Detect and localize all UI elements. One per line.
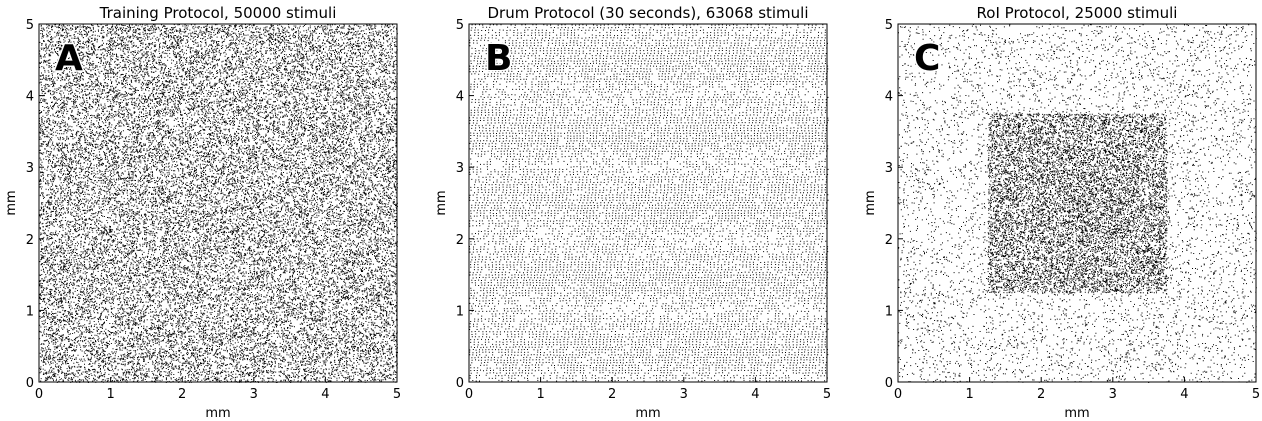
panel-letter: B <box>485 38 512 79</box>
panel-c: 0 1 2 3 4 5 0 1 2 3 4 5 RoI Protocol, 25000 stimuli m… <box>863 4 1260 421</box>
x-tick-label: 2 <box>608 387 616 402</box>
x-tick-label: 4 <box>1180 387 1188 402</box>
y-axis-label: mm <box>434 190 449 215</box>
axes-frame <box>38 23 398 383</box>
x-tick-label: 0 <box>35 387 43 402</box>
y-tick-label: 2 <box>456 233 464 248</box>
y-tick-label: 0 <box>456 376 464 391</box>
x-tick-label: 0 <box>465 387 473 402</box>
y-tick-label: 1 <box>885 304 893 319</box>
y-tick-label: 5 <box>26 18 34 33</box>
y-tick-label: 5 <box>885 18 893 33</box>
x-tick-label: 1 <box>965 387 973 402</box>
x-tick-label: 3 <box>1109 387 1117 402</box>
y-tick-label: 0 <box>26 376 34 391</box>
x-tick-label: 3 <box>680 387 688 402</box>
y-tick-label: 5 <box>456 18 464 33</box>
chart-title: RoI Protocol, 25000 stimuli <box>977 4 1178 22</box>
x-tick-label: 2 <box>178 387 186 402</box>
panel-b: 0 1 2 3 4 5 0 1 2 3 4 5 Drum Protocol (30 seconds), … <box>434 4 831 421</box>
stimulus-points <box>39 24 398 383</box>
x-tick-label: 4 <box>321 387 329 402</box>
x-tick-label: 3 <box>250 387 258 402</box>
y-tick-label: 4 <box>885 90 893 105</box>
panel-a: 0 1 2 3 4 5 0 1 2 3 4 5 Training Protocol, 50000 sti… <box>4 4 401 421</box>
x-tick-label: 0 <box>894 387 902 402</box>
stimulus-points <box>898 24 1257 383</box>
x-tick-label: 1 <box>106 387 114 402</box>
y-tick-label: 4 <box>26 90 34 105</box>
y-tick-label: 2 <box>26 233 34 248</box>
y-tick-label: 3 <box>885 161 893 176</box>
chart-title: Drum Protocol (30 seconds), 63068 stimul… <box>487 4 808 22</box>
y-tick-label: 4 <box>456 90 464 105</box>
x-tick-label: 4 <box>751 387 759 402</box>
x-tick-label: 5 <box>823 387 831 402</box>
x-tick-label: 5 <box>1252 387 1260 402</box>
panel-letter: A <box>55 38 83 79</box>
stimulus-points <box>469 24 829 382</box>
axes-frame <box>468 23 828 383</box>
y-axis-label: mm <box>4 190 19 215</box>
panel-letter: C <box>914 38 940 79</box>
chart-title: Training Protocol, 50000 stimuli <box>99 4 337 22</box>
y-tick-label: 1 <box>456 304 464 319</box>
x-axis-label: mm <box>635 406 660 421</box>
x-axis-label: mm <box>1064 406 1089 421</box>
y-tick-label: 0 <box>885 376 893 391</box>
axes-frame <box>897 23 1257 383</box>
x-tick-label: 5 <box>393 387 401 402</box>
y-tick-label: 3 <box>456 161 464 176</box>
y-axis-label: mm <box>863 190 878 215</box>
y-tick-label: 1 <box>26 304 34 319</box>
y-tick-label: 2 <box>885 233 893 248</box>
x-tick-label: 1 <box>536 387 544 402</box>
x-tick-label: 2 <box>1037 387 1045 402</box>
x-axis-label: mm <box>205 406 230 421</box>
y-tick-label: 3 <box>26 161 34 176</box>
